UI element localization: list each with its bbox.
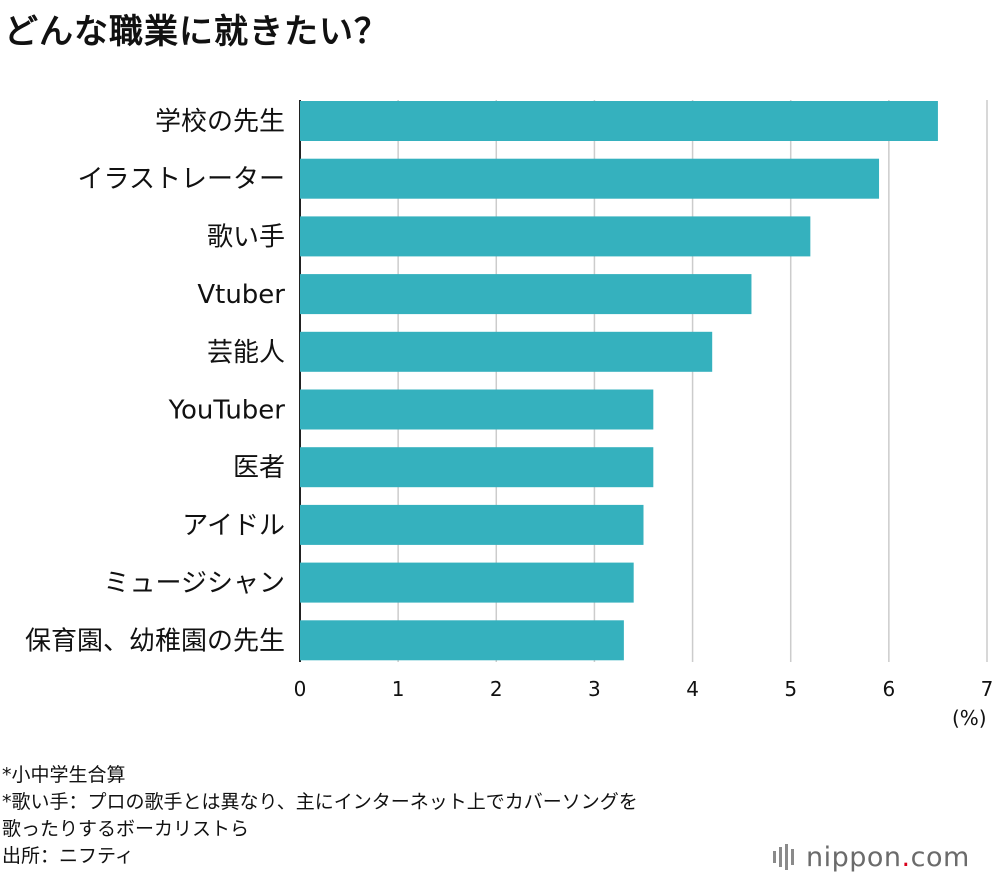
category-label: ミュージシャン	[104, 569, 285, 599]
nippon-logo-bars-icon	[773, 844, 794, 870]
category-label: イラストレーター	[78, 165, 285, 195]
x-tick-label: 2	[490, 677, 503, 701]
bar	[300, 620, 624, 661]
x-tick-label: 6	[882, 677, 895, 701]
x-tick-label: 0	[294, 677, 307, 701]
nippon-logo: nippon.com	[772, 842, 970, 873]
brand-suffix: com	[910, 841, 970, 873]
bar	[300, 562, 634, 603]
x-tick-label: 3	[588, 677, 601, 701]
category-label: 学校の先生	[155, 107, 285, 137]
bar	[300, 447, 654, 488]
category-label: アイドル	[182, 511, 285, 541]
category-label: Vtuber	[197, 280, 285, 310]
footnote-utaite: *歌い手：プロの歌手とは異なり、主にインターネット上でカバーソングを	[2, 791, 638, 813]
x-tick-label: 1	[392, 677, 405, 701]
bar	[300, 504, 644, 545]
brand-wordmark: nippon.com	[806, 842, 970, 873]
x-tick-label: 4	[686, 677, 699, 701]
category-label: 保育園、幼稚園の先生	[25, 626, 285, 656]
footnote-sample: *小中学生合算	[2, 764, 126, 786]
footnote-utaite-cont: 歌ったりするボーカリストら	[2, 818, 250, 840]
x-tick-label: 7	[981, 677, 994, 701]
brand-name: nippon	[806, 841, 902, 873]
chart-title: どんな職業に就きたい？	[4, 12, 389, 52]
category-label: 歌い手	[207, 222, 285, 252]
category-label: 医者	[233, 453, 285, 483]
footnotes: *小中学生合算 *歌い手：プロの歌手とは異なり、主にインターネット上でカバーソン…	[2, 762, 638, 870]
bar	[300, 274, 752, 315]
footnote-source: 出所：ニフティ	[2, 845, 134, 867]
bar	[300, 389, 654, 430]
category-label: YouTuber	[168, 396, 286, 426]
brand-dot: .	[901, 841, 911, 873]
bar	[300, 101, 938, 141]
bar	[300, 331, 713, 372]
category-label: 芸能人	[207, 338, 285, 368]
x-tick-label: 5	[784, 677, 797, 701]
axis-unit-label: (%)	[952, 706, 987, 730]
bar	[300, 158, 880, 199]
bar	[300, 216, 811, 257]
